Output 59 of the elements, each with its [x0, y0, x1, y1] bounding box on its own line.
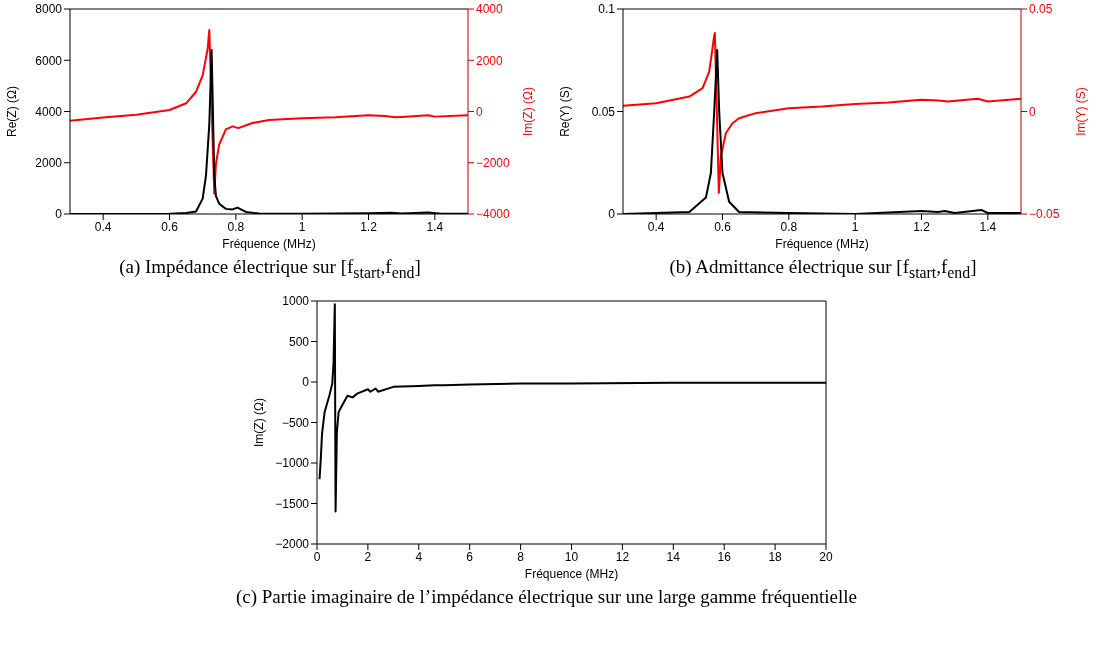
y-axis-title: Re(Z) (Ω) [5, 86, 20, 137]
y-tick-label: −1500 [274, 496, 309, 511]
x-tick-label: 1.2 [913, 219, 931, 234]
y-tick-label: 0 [608, 207, 616, 222]
y-tick-label: 0.05 [591, 104, 616, 119]
x-tick-label: 10 [564, 549, 578, 564]
text: (a) Impédance électrique sur [f$_{start}$,f$_{end}$] [118, 256, 422, 282]
y2-tick-label: −2000 [476, 156, 511, 171]
x-tick-label: 8 [516, 549, 524, 564]
y-tick-label: −1000 [274, 456, 309, 471]
y2-tick-label: 0 [1029, 104, 1036, 119]
x-tick-label: 12 [615, 549, 629, 564]
x-tick-label: 0.4 [647, 219, 665, 234]
y2-tick-label: 0 [476, 104, 483, 119]
text: (b) Admittance électrique sur [f$_{start}$,f$_{end}$] [668, 256, 978, 282]
x-tick-label: 1.2 [360, 219, 378, 234]
x-tick-label: 0.4 [94, 219, 112, 234]
y-tick-label: 0 [301, 375, 309, 390]
x-tick-label: 0.6 [714, 219, 732, 234]
line-series [70, 29, 468, 195]
x-tick-label: 4 [414, 549, 422, 564]
y-tick-label: −2000 [274, 537, 309, 552]
x-tick-label: 14 [666, 549, 680, 564]
y-tick-label: 2000 [35, 156, 63, 171]
x-axis-title: Fréquence (MHz) [222, 237, 316, 251]
x-tick-label: 2 [364, 549, 372, 564]
y2-tick-label: 2000 [476, 53, 504, 68]
x-tick-label: 1 [851, 219, 859, 234]
y-tick-label: 4000 [35, 104, 63, 119]
x-axis-title: Fréquence (MHz) [524, 566, 618, 581]
y2-tick-label: 0.05 [1029, 2, 1053, 17]
y-tick-label: −500 [281, 415, 309, 430]
x-tick-label: 1 [298, 219, 306, 234]
x-tick-label: 6 [465, 549, 473, 564]
y-tick-label: 500 [288, 334, 309, 349]
x-tick-label: 0.8 [780, 219, 798, 234]
x-tick-label: 16 [717, 549, 731, 564]
y2-axis-title: Im(Z) (Ω) [521, 87, 536, 136]
line-series [623, 31, 1021, 194]
y2-tick-label: 4000 [476, 2, 504, 17]
y-tick-label: 0.1 [598, 2, 616, 17]
text: (c) Partie imaginaire de l’impédance électrique sur une large gamme fréquentielle [234, 585, 859, 608]
x-tick-label: 18 [767, 549, 782, 564]
y-tick-label: 6000 [35, 53, 63, 68]
y2-axis-title: Im(Y) (S) [1074, 87, 1089, 136]
y-axis-title: Im(Z) (Ω) [251, 397, 266, 447]
x-tick-label: 0.8 [227, 219, 245, 234]
x-axis-title: Fréquence (MHz) [775, 237, 869, 251]
x-tick-label: 1.4 [426, 219, 444, 234]
x-tick-label: 20 [818, 549, 833, 564]
y-axis-title: Re(Y) (S) [558, 86, 573, 137]
x-tick-label: 0.6 [161, 219, 179, 234]
y-tick-label: 1000 [281, 294, 309, 309]
x-tick-label: 1.4 [979, 219, 997, 234]
y-tick-label: 8000 [35, 2, 63, 17]
y2-tick-label: −0.05 [1029, 207, 1060, 222]
x-tick-label: 0 [313, 549, 321, 564]
y2-tick-label: −4000 [476, 207, 511, 222]
y-tick-label: 0 [55, 207, 63, 222]
